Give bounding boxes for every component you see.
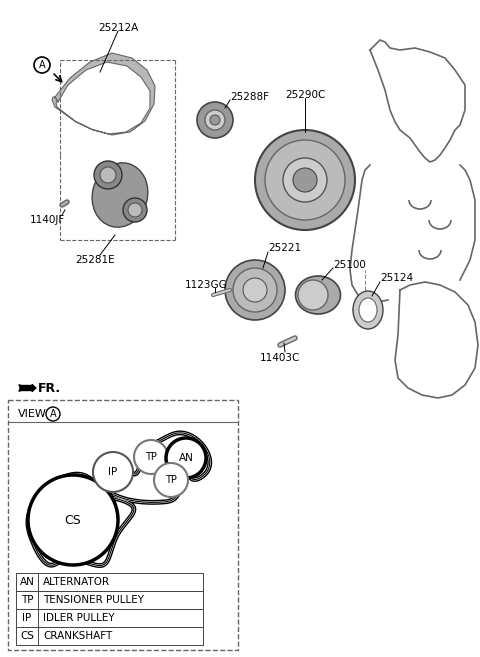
Text: TP: TP <box>21 595 33 605</box>
Text: 25288F: 25288F <box>230 92 269 102</box>
Circle shape <box>293 168 317 192</box>
Circle shape <box>166 438 206 478</box>
Text: 25124: 25124 <box>380 273 413 283</box>
Circle shape <box>233 268 277 312</box>
Text: 25290C: 25290C <box>285 90 325 100</box>
Text: IP: IP <box>23 613 32 623</box>
Circle shape <box>283 158 327 202</box>
Text: VIEW: VIEW <box>18 409 47 419</box>
Text: IP: IP <box>108 467 118 477</box>
Bar <box>16 591 203 609</box>
Circle shape <box>225 260 285 320</box>
Circle shape <box>255 130 355 230</box>
Text: AN: AN <box>179 453 193 463</box>
Text: TP: TP <box>145 452 157 462</box>
Text: ALTERNATOR: ALTERNATOR <box>43 577 110 587</box>
Text: A: A <box>39 60 45 70</box>
Text: 1123GG: 1123GG <box>185 280 228 290</box>
Circle shape <box>298 280 328 310</box>
Text: 25281E: 25281E <box>75 255 115 265</box>
Circle shape <box>205 110 225 130</box>
Circle shape <box>197 102 233 138</box>
Circle shape <box>128 203 142 217</box>
Circle shape <box>134 440 168 474</box>
Text: 1140JF: 1140JF <box>30 215 65 225</box>
Text: A: A <box>50 409 56 419</box>
Text: TP: TP <box>165 475 177 485</box>
Circle shape <box>123 198 147 222</box>
Text: CS: CS <box>20 631 34 641</box>
Circle shape <box>94 161 122 189</box>
Text: FR.: FR. <box>38 382 61 394</box>
Circle shape <box>210 115 220 125</box>
Bar <box>16 609 203 627</box>
Polygon shape <box>52 53 155 135</box>
Bar <box>8 400 238 650</box>
Bar <box>16 627 203 645</box>
Text: 25100: 25100 <box>333 260 366 270</box>
Text: 25221: 25221 <box>268 243 301 253</box>
FancyArrow shape <box>20 384 36 392</box>
Circle shape <box>154 463 188 497</box>
Ellipse shape <box>359 298 377 322</box>
Circle shape <box>265 140 345 220</box>
Ellipse shape <box>92 163 148 227</box>
Text: CRANKSHAFT: CRANKSHAFT <box>43 631 112 641</box>
Text: IDLER PULLEY: IDLER PULLEY <box>43 613 115 623</box>
Text: TENSIONER PULLEY: TENSIONER PULLEY <box>43 595 144 605</box>
Circle shape <box>243 278 267 302</box>
Text: CS: CS <box>65 514 82 526</box>
Circle shape <box>34 57 50 73</box>
Ellipse shape <box>296 276 340 314</box>
Circle shape <box>93 452 133 492</box>
Bar <box>16 573 203 591</box>
Circle shape <box>100 167 116 183</box>
Text: 11403C: 11403C <box>260 353 300 363</box>
Text: AN: AN <box>20 577 35 587</box>
Circle shape <box>46 407 60 421</box>
Circle shape <box>269 161 297 189</box>
Circle shape <box>28 475 118 565</box>
Text: 25212A: 25212A <box>98 23 138 33</box>
Ellipse shape <box>353 291 383 329</box>
